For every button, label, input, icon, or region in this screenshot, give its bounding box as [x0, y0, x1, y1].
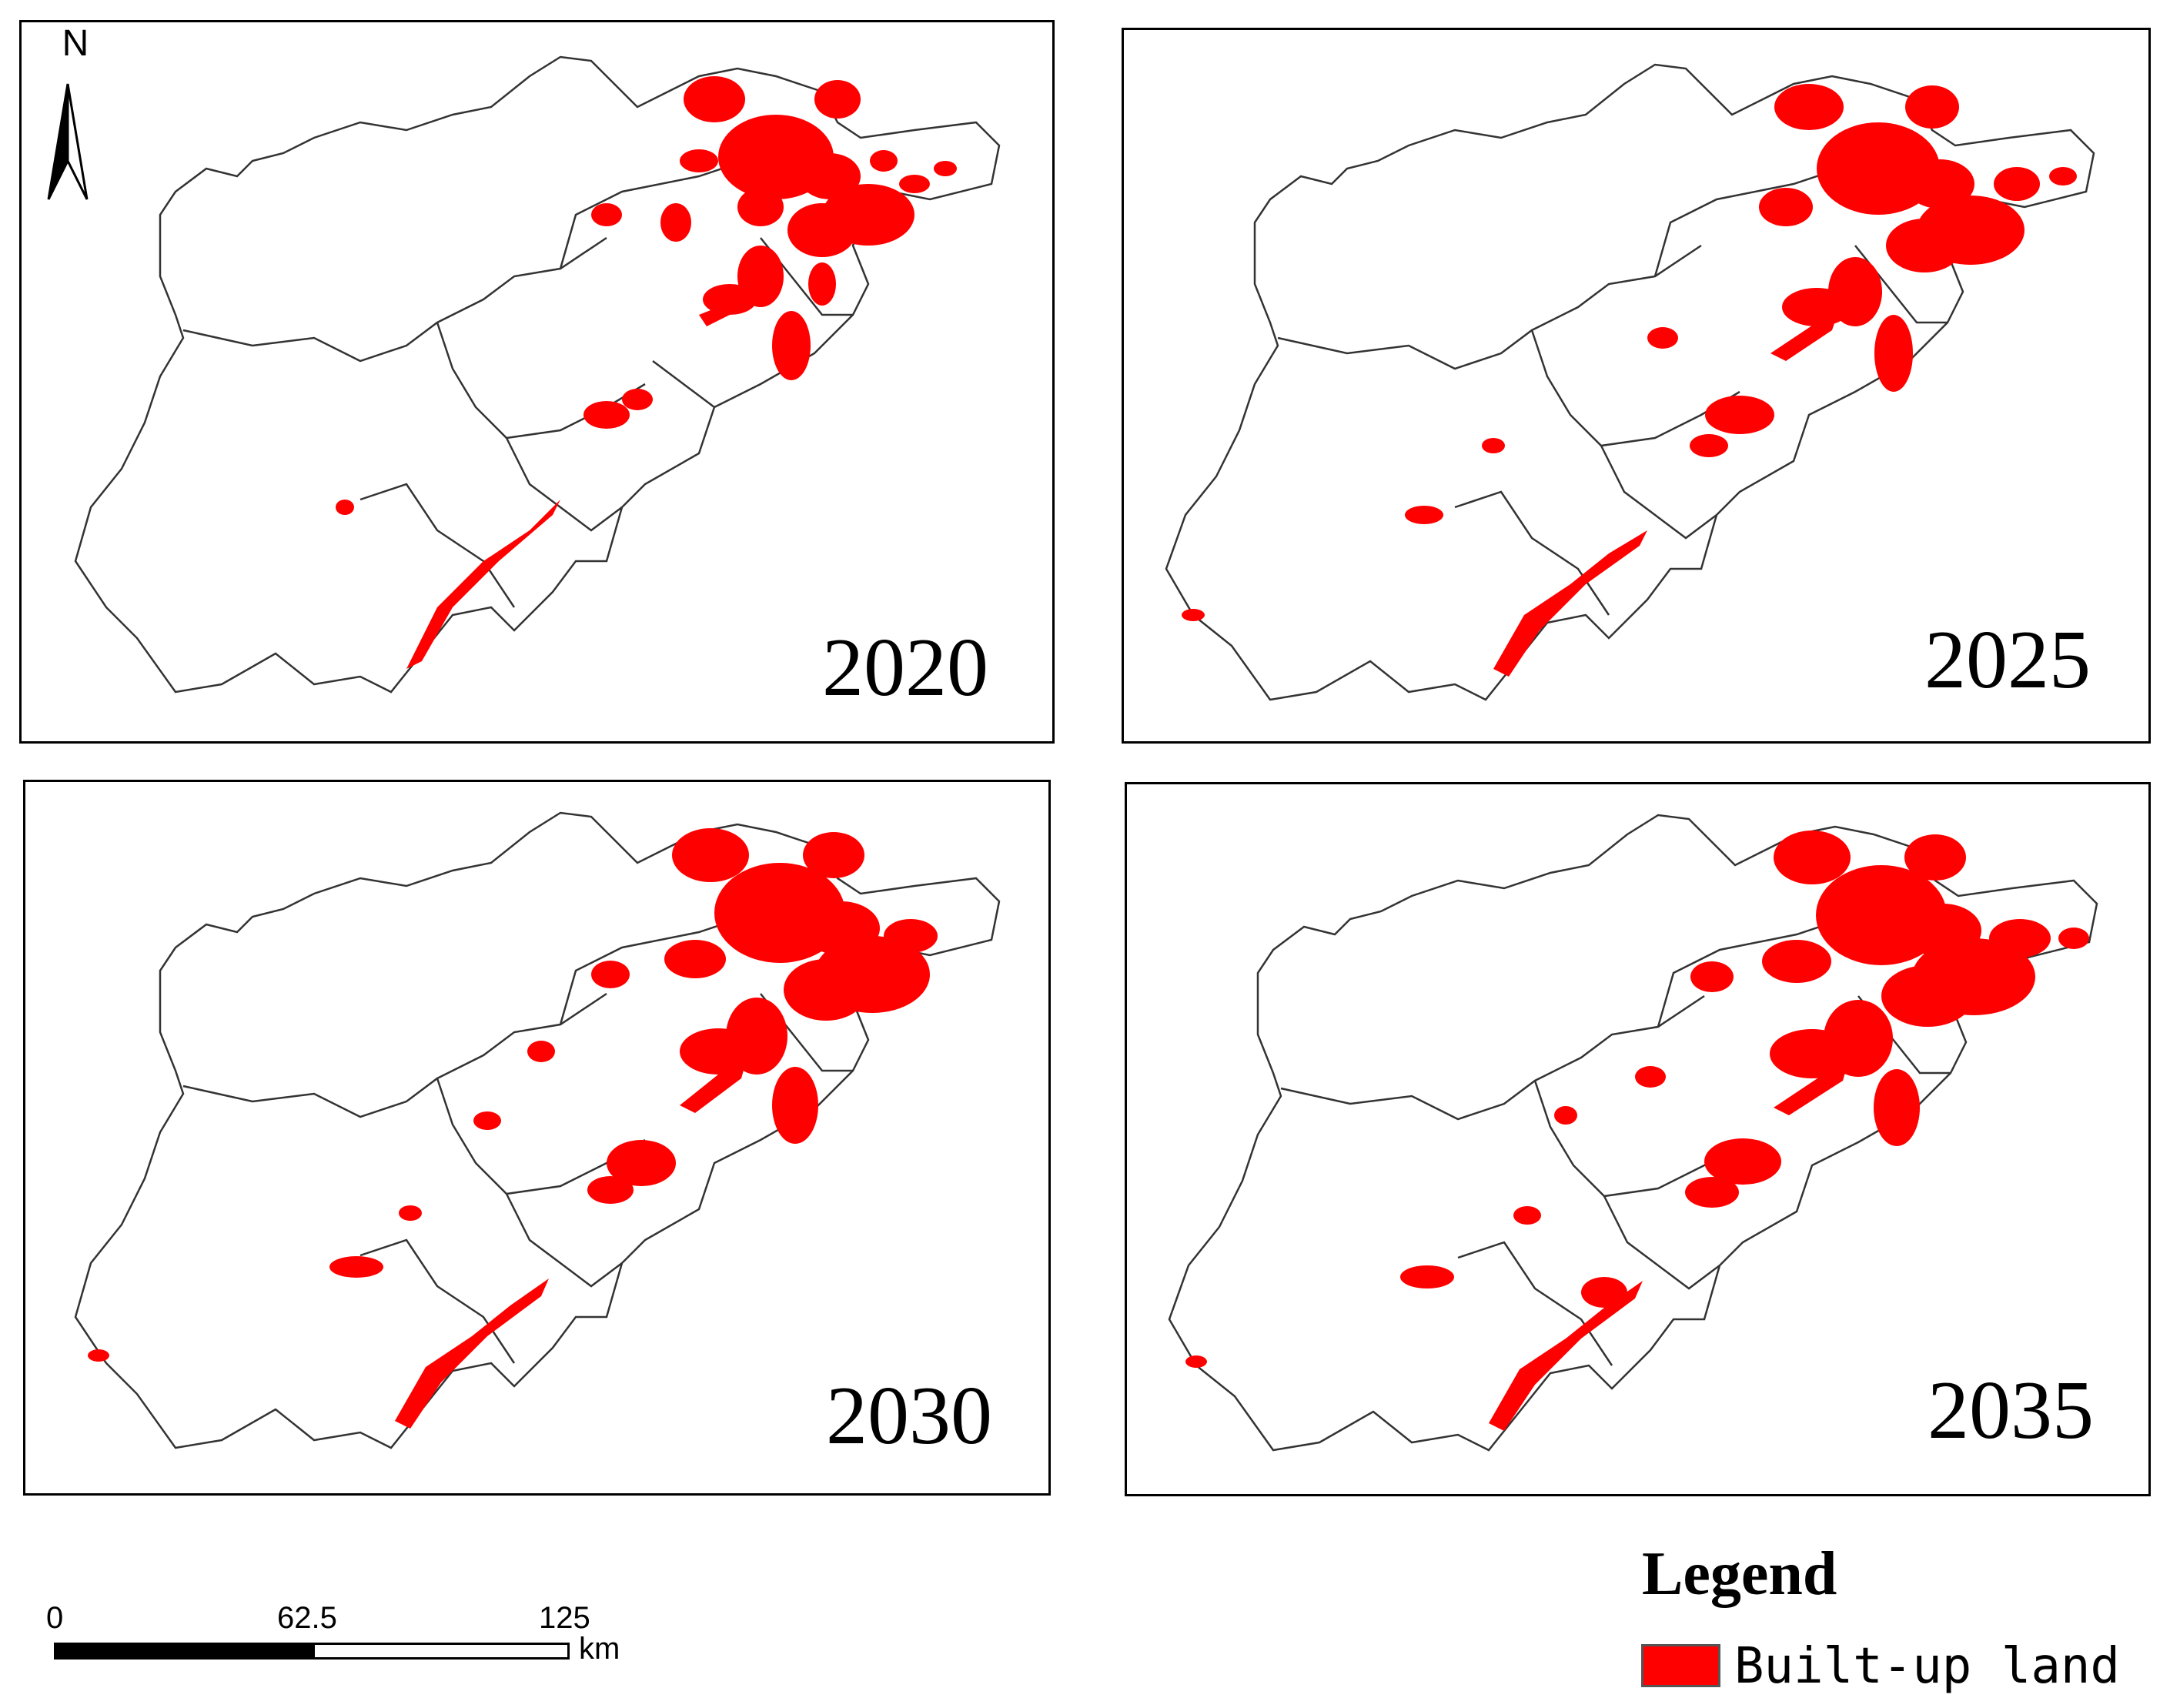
legend-label-built-up: Built-up land: [1734, 1638, 2120, 1695]
scale-unit: km: [579, 1632, 620, 1666]
built-up-patches: [336, 76, 957, 669]
map-2030: [74, 811, 1001, 1449]
legend-title: Legend: [1642, 1540, 1837, 1608]
map-panel-2025: 2025: [1122, 28, 2151, 744]
map-panel-2035: 2035: [1125, 782, 2151, 1496]
scale-bar: 0 62.5 125 km: [46, 1601, 631, 1666]
scale-segment-black: [54, 1643, 313, 1660]
year-label: 2030: [826, 1370, 992, 1462]
built-up-patches: [1185, 831, 2089, 1431]
year-label: 2025: [1924, 614, 2091, 706]
built-up-patches: [88, 828, 938, 1429]
boundary-outline: [1168, 814, 2098, 1452]
boundary-outline: [74, 55, 1001, 694]
north-arrow-icon: [47, 83, 89, 200]
legend-swatch-built-up: [1641, 1644, 1720, 1687]
north-label: N: [62, 23, 89, 64]
boundary-outline: [1165, 63, 2095, 701]
map-2025: [1165, 63, 2095, 701]
scale-segment-white: [313, 1643, 570, 1660]
scale-tick-62-5: 62.5: [277, 1601, 337, 1635]
map-2035: [1168, 814, 2098, 1452]
scale-tick-125: 125: [539, 1601, 590, 1635]
map-panel-2020: 2020 N: [19, 20, 1055, 744]
built-up-patches: [1182, 84, 2077, 677]
year-label: 2035: [1928, 1365, 2094, 1456]
scale-tick-0: 0: [46, 1601, 64, 1635]
year-label: 2020: [822, 622, 988, 714]
map-2020: [74, 55, 1001, 694]
map-panel-2030: 2030: [23, 780, 1051, 1496]
